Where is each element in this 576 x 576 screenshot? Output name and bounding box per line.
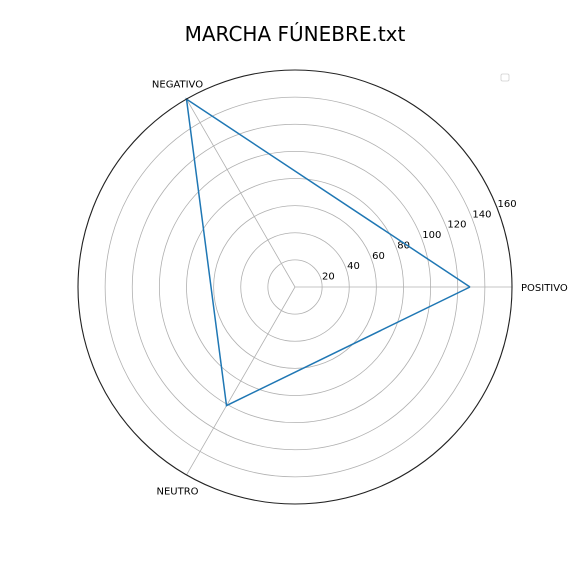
spoke-neutro <box>186 286 296 476</box>
polar-frame <box>77 69 513 505</box>
axis-label-neutro: NEUTRO <box>156 487 198 498</box>
rtick-160: 160 <box>497 199 516 210</box>
radial-tick-labels: 20 40 60 80 100 120 140 160 <box>322 199 517 283</box>
chart-title: MARCHA FÚNEBRE.txt <box>185 22 406 46</box>
rtick-140: 140 <box>472 209 491 220</box>
series-0-line <box>185 97 471 407</box>
axis-label-negativo: NEGATIVO <box>152 79 203 90</box>
angular-spokes <box>186 98 512 476</box>
rtick-20: 20 <box>322 272 335 283</box>
rtick-40: 40 <box>347 261 360 272</box>
angular-axis-labels: POSITIVO NEGATIVO NEUTRO <box>152 79 568 497</box>
rtick-80: 80 <box>397 240 410 251</box>
rtick-60: 60 <box>372 251 385 262</box>
legend-box <box>500 73 510 82</box>
series-layer <box>185 97 471 407</box>
axis-label-positivo: POSITIVO <box>521 283 568 294</box>
spoke-negativo <box>186 98 296 288</box>
rtick-120: 120 <box>447 220 466 231</box>
rtick-100: 100 <box>422 230 441 241</box>
